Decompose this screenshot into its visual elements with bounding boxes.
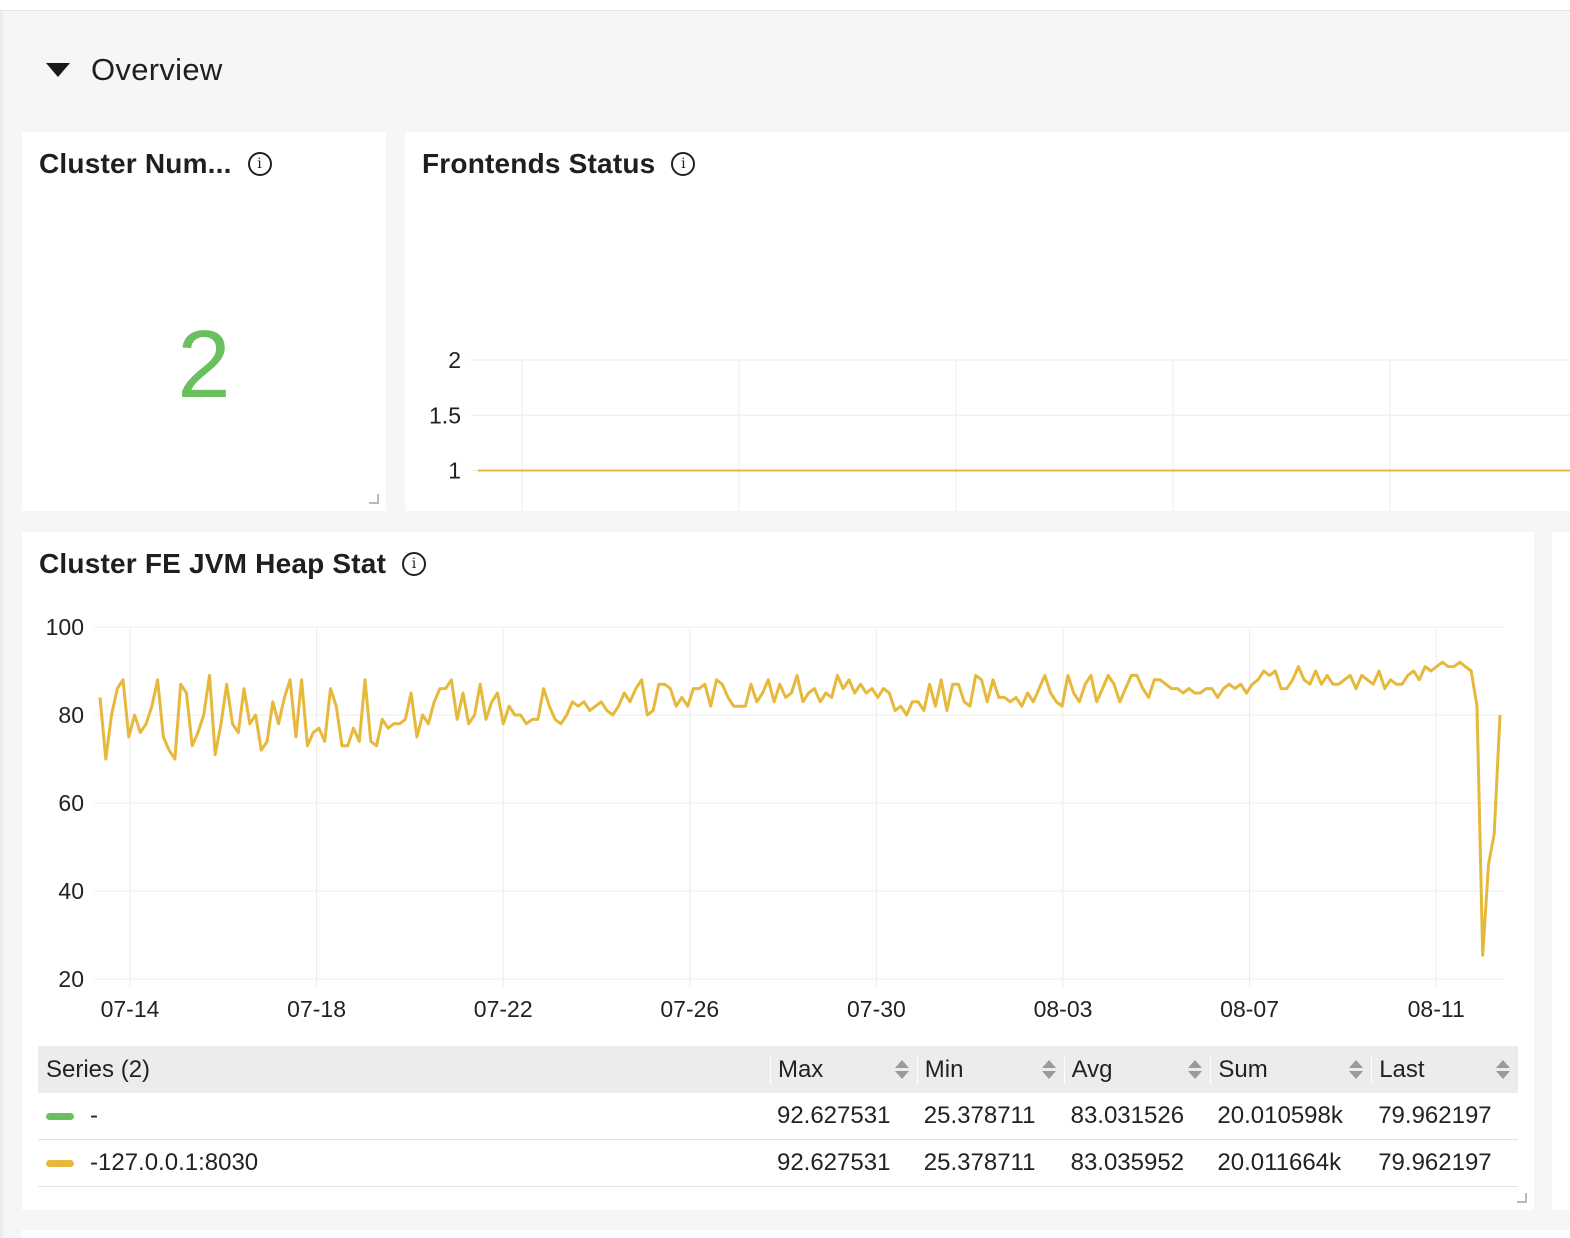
overview-section-toggle[interactable]: Overview: [46, 52, 223, 88]
sort-avg-button[interactable]: Avg: [1063, 1055, 1211, 1084]
panel-title: Frontends Status i: [422, 148, 696, 180]
y-tick-label: 100: [46, 614, 84, 640]
legend-series-name: -: [38, 1102, 770, 1130]
legend-row[interactable]: - 92.627531 25.378711 83.031526 20.01059…: [38, 1093, 1518, 1140]
jvm-heap-chart: 20 40 60 80 100 07-14 07-18 07-22 07-26 07-30 08-0…: [46, 614, 1504, 1022]
panel-title-text: Cluster FE JVM Heap Stat: [39, 548, 387, 579]
next-panel-edge: [1552, 532, 1570, 1210]
panel-title: Cluster Num... i: [39, 148, 272, 180]
header-label: Max: [777, 1055, 824, 1083]
x-tick-label: 07-30: [847, 996, 906, 1022]
legend-series-name: -127.0.0.1:8030: [38, 1149, 770, 1177]
sort-icon: [1349, 1060, 1364, 1079]
cluster-num-value: 2: [177, 311, 231, 418]
legend-last: 79.962197: [1378, 1102, 1492, 1129]
legend-max: 92.627531: [776, 1149, 891, 1176]
legend-header-series: Series (2): [46, 1055, 151, 1083]
legend-table: Series (2) Max Min Avg Sum Last - 92.627…: [38, 1046, 1518, 1187]
header-label: Last: [1379, 1055, 1425, 1083]
sort-icon: [1496, 1060, 1510, 1079]
sort-icon: [1041, 1060, 1056, 1079]
sort-icon: [1188, 1060, 1203, 1079]
x-tick-label: 08-03: [1034, 996, 1093, 1022]
legend-sum: 20.010598k: [1217, 1102, 1343, 1129]
legend-max: 92.627531: [776, 1102, 891, 1129]
legend-sum: 20.011664k: [1217, 1149, 1342, 1176]
legend-row[interactable]: -127.0.0.1:8030 92.627531 25.378711 83.0…: [38, 1140, 1518, 1187]
y-tick-label: 1: [448, 458, 461, 484]
series-label: -: [90, 1102, 98, 1129]
legend-avg: 83.031526: [1070, 1102, 1185, 1129]
y-tick-label: 60: [58, 790, 84, 816]
cluster-num-panel: Cluster Num... i 2: [22, 132, 386, 511]
header-label: Min: [924, 1055, 964, 1083]
caret-down-icon: [46, 63, 70, 77]
x-tick-label: 07-18: [287, 996, 346, 1022]
panel-title-text: Frontends Status: [422, 148, 656, 179]
panel-title: Cluster FE JVM Heap Stat i: [39, 548, 427, 580]
left-edge: [0, 11, 3, 1238]
info-icon[interactable]: i: [671, 152, 696, 176]
header-label: Sum: [1218, 1055, 1268, 1083]
next-row-panel-edge: [22, 1230, 1570, 1238]
sort-icon: [894, 1060, 909, 1079]
info-icon[interactable]: i: [247, 152, 272, 176]
header-label: Avg: [1071, 1055, 1113, 1083]
y-tick-label: 2: [448, 347, 461, 373]
panel-title-text: Cluster Num...: [39, 148, 232, 179]
series-line: [98, 660, 1502, 957]
y-tick-label: 40: [58, 878, 84, 904]
legend-min: 25.378711: [923, 1102, 1036, 1129]
x-tick-label: 08-07: [1220, 996, 1279, 1022]
frontends-status-panel: Frontends Status i 00.511.5207-1407-1707…: [405, 132, 1570, 511]
series-label: -127.0.0.1:8030: [90, 1149, 259, 1176]
series-color-swatch: [46, 1112, 74, 1120]
sort-last-button[interactable]: Last: [1371, 1055, 1518, 1084]
sort-min-button[interactable]: Min: [916, 1055, 1064, 1084]
y-tick-label: 20: [58, 966, 84, 992]
legend-avg: 83.035952: [1070, 1149, 1185, 1176]
jvm-heap-panel: Cluster FE JVM Heap Stat i 20 40 60 80 100 07…: [22, 532, 1534, 1210]
legend-min: 25.378711: [923, 1149, 1036, 1176]
sort-sum-button[interactable]: Sum: [1210, 1055, 1371, 1084]
resize-handle[interactable]: [1517, 1193, 1527, 1203]
series-color-swatch: [46, 1159, 74, 1167]
legend-last: 79.962197: [1378, 1149, 1492, 1176]
section-title: Overview: [91, 52, 223, 87]
top-bar: [0, 0, 1570, 11]
y-tick-label: 80: [58, 702, 84, 728]
legend-header: Series (2) Max Min Avg Sum Last: [38, 1046, 1518, 1093]
y-tick-label: 1.5: [429, 402, 461, 428]
x-tick-label: 07-26: [660, 996, 719, 1022]
x-tick-label: 07-14: [101, 996, 160, 1022]
x-tick-label: 07-22: [474, 996, 533, 1022]
x-tick-label: 08-11: [1408, 996, 1465, 1022]
info-icon[interactable]: i: [402, 552, 427, 576]
sort-max-button[interactable]: Max: [769, 1055, 917, 1084]
resize-handle[interactable]: [369, 494, 379, 504]
